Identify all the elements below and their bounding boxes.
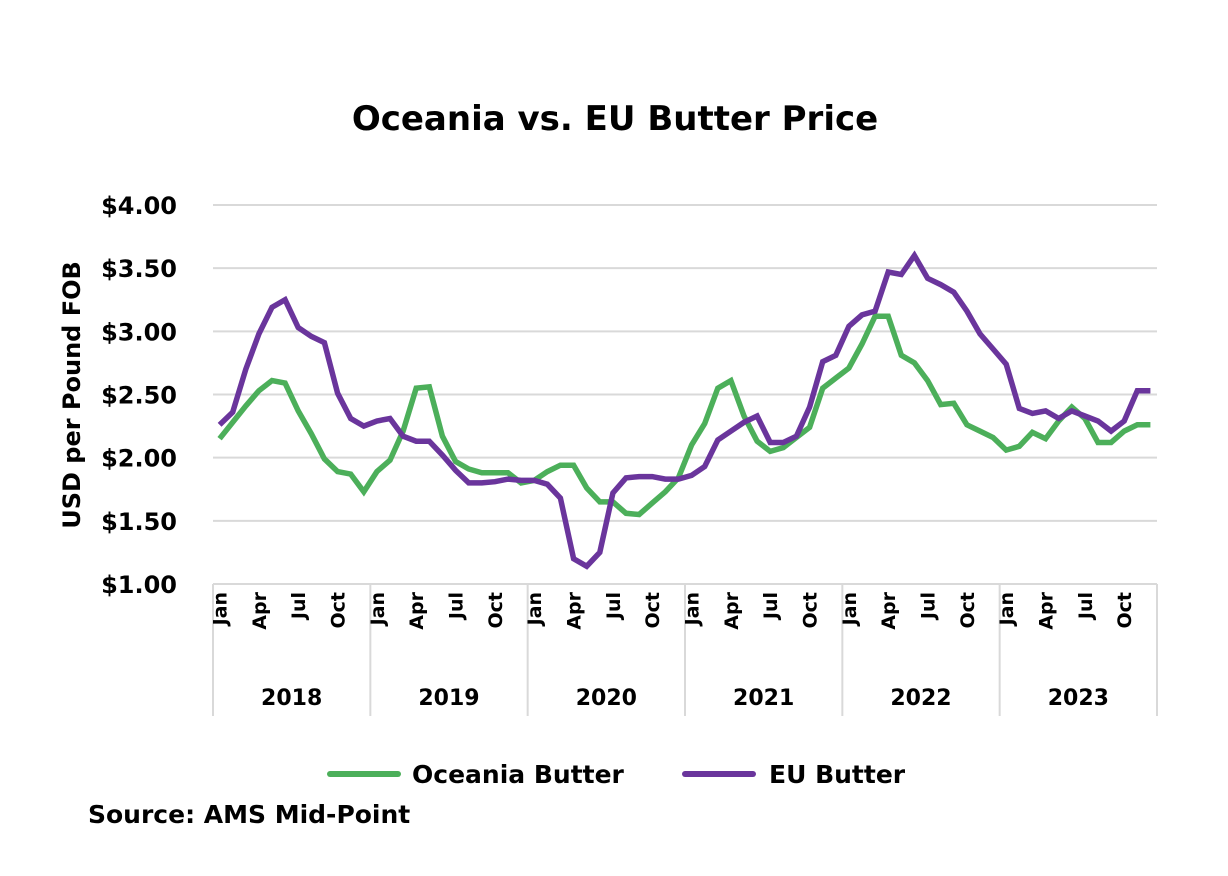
x-tick-label: Oct [957, 592, 979, 629]
x-tick-label: Jan [996, 592, 1018, 627]
x-tick-label: Jul [918, 592, 940, 621]
year-label: 2018 [261, 686, 322, 711]
source-note: Source: AMS Mid-Point [88, 800, 410, 829]
year-label: 2020 [576, 686, 637, 711]
x-tick-label: Apr [406, 591, 428, 629]
x-tick-label: Jan [839, 592, 861, 627]
x-tick-label: Oct [328, 592, 350, 629]
y-tick-label: $1.50 [101, 508, 177, 536]
legend-label: Oceania Butter [412, 760, 625, 789]
y-tick-label: $4.00 [101, 192, 177, 220]
x-tick-label: Jan [682, 592, 704, 627]
y-tick-label: $3.00 [101, 318, 177, 346]
x-tick-label: Jul [760, 592, 782, 621]
x-tick-label: Apr [564, 591, 586, 629]
x-tick-label: Jan [210, 592, 232, 627]
y-axis-label: USD per Pound FOB [58, 261, 86, 529]
x-axis: Jan Apr Jul Oct 2018 Jan Apr Jul Oct 2019 Jan Apr Ju… [210, 583, 1158, 716]
x-tick-label: Jul [446, 592, 468, 621]
y-tick-label: $3.50 [101, 255, 177, 283]
x-tick-label: Jan [367, 592, 389, 627]
year-label: 2022 [890, 686, 951, 711]
legend: Oceania Butter EU Butter [327, 760, 906, 789]
y-axis-ticks: $1.00 $1.50 $2.00 $2.50 $3.00 $3.50 $4.00 [101, 192, 177, 599]
year-label: 2019 [418, 686, 479, 711]
y-tick-label: $2.50 [101, 382, 177, 410]
x-tick-label: Oct [1114, 592, 1136, 629]
x-tick-label: Oct [800, 592, 822, 629]
series-lines [217, 250, 1151, 570]
x-tick-label: Apr [721, 591, 743, 629]
x-tick-label: Jul [603, 592, 625, 621]
x-tick-label: Apr [878, 591, 900, 629]
year-label: 2023 [1048, 686, 1109, 711]
x-tick-label: Jul [1075, 592, 1097, 621]
chart-title: Oceania vs. EU Butter Price [352, 99, 878, 139]
x-tick-label: Apr [249, 591, 271, 629]
x-tick-label: Apr [1036, 591, 1058, 629]
y-tick-label: $2.00 [101, 445, 177, 473]
legend-label: EU Butter [769, 760, 906, 789]
year-label: 2021 [733, 686, 794, 711]
x-tick-label: Oct [642, 592, 664, 629]
x-tick-label: Jul [288, 592, 310, 621]
x-tick-label: Oct [485, 592, 507, 629]
y-tick-label: $1.00 [101, 571, 177, 599]
series-line-oceania-butter [217, 313, 1151, 518]
series-line-eu-butter [217, 250, 1151, 570]
x-tick-label: Jan [524, 592, 546, 627]
